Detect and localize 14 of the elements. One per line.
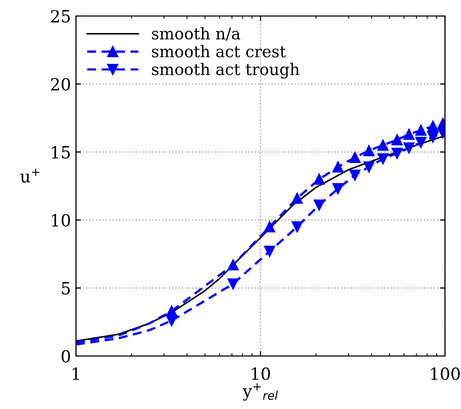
legend-label: smooth act crest — [152, 45, 286, 58]
x-tick-label: 100 — [431, 367, 460, 380]
legend-label: smooth act trough — [152, 62, 300, 79]
x-axis-title: y$^{+}$$_{rel}$ — [242, 383, 278, 401]
y-tick-label: 5 — [62, 282, 70, 295]
y-axis-title: u$^{+}$ — [20, 168, 40, 183]
legend-label: smooth n/a — [152, 27, 240, 41]
y-tick-label: 15 — [52, 146, 70, 159]
y-tick-label: 20 — [51, 78, 70, 91]
x-tick-label: 10 — [252, 367, 270, 380]
y-tick-label: 25 — [51, 10, 70, 23]
x-tick-label: 1 — [72, 367, 79, 380]
y-tick-label: 0 — [62, 350, 70, 363]
y-tick-label: 10 — [52, 214, 70, 227]
